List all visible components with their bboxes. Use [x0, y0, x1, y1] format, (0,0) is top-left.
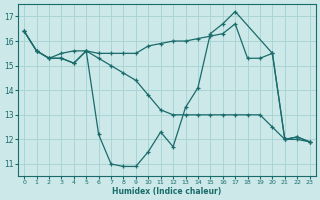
X-axis label: Humidex (Indice chaleur): Humidex (Indice chaleur) — [112, 187, 221, 196]
